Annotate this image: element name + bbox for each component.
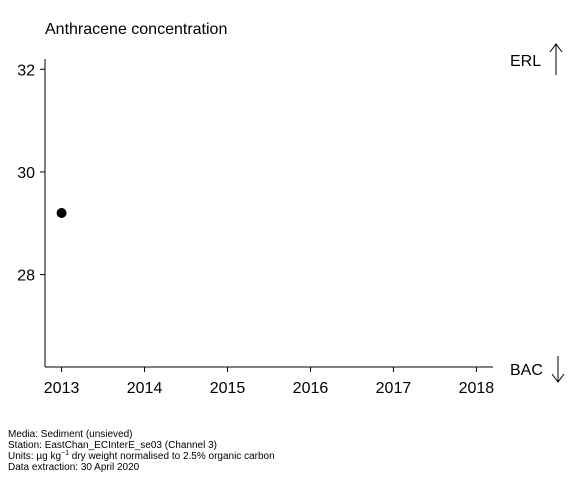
y-ticks: 28 30 32 <box>17 62 45 285</box>
data-point <box>56 208 67 218</box>
up-arrow-icon <box>549 43 563 75</box>
data-points <box>56 208 67 218</box>
footer-notes: Media: Sediment (unsieved) Station: East… <box>8 429 275 473</box>
down-arrow-icon <box>551 356 565 383</box>
x-tick-label: 2016 <box>293 380 329 397</box>
units-superscript: −1 <box>61 450 69 457</box>
y-tick-label: 32 <box>17 62 35 79</box>
units-suffix: dry weight normalised to 2.5% organic ca… <box>69 451 275 462</box>
footer-media: Media: Sediment (unsieved) <box>8 429 133 440</box>
x-tick-label: 2013 <box>44 380 80 397</box>
chart-title: Anthracene concentration <box>45 21 227 38</box>
erl-label: ERL <box>510 53 541 70</box>
units-prefix: Units: µg kg <box>8 451 62 462</box>
footer-extraction: Data extraction: 30 April 2020 <box>8 462 140 473</box>
y-tick-label: 28 <box>17 268 35 285</box>
x-tick-label: 2015 <box>210 380 246 397</box>
x-tick-label: 2017 <box>376 380 412 397</box>
y-tick-label: 30 <box>17 165 35 182</box>
footer-station: Station: EastChan_ECInterE_se03 (Channel… <box>8 440 218 451</box>
footer-units: Units: µg kg−1 dry weight normalised to … <box>8 450 275 462</box>
bac-label: BAC <box>510 362 543 379</box>
x-tick-label: 2018 <box>459 380 495 397</box>
x-ticks: 2013 2014 2015 2016 2017 2018 <box>44 367 495 397</box>
x-tick-label: 2014 <box>127 380 163 397</box>
